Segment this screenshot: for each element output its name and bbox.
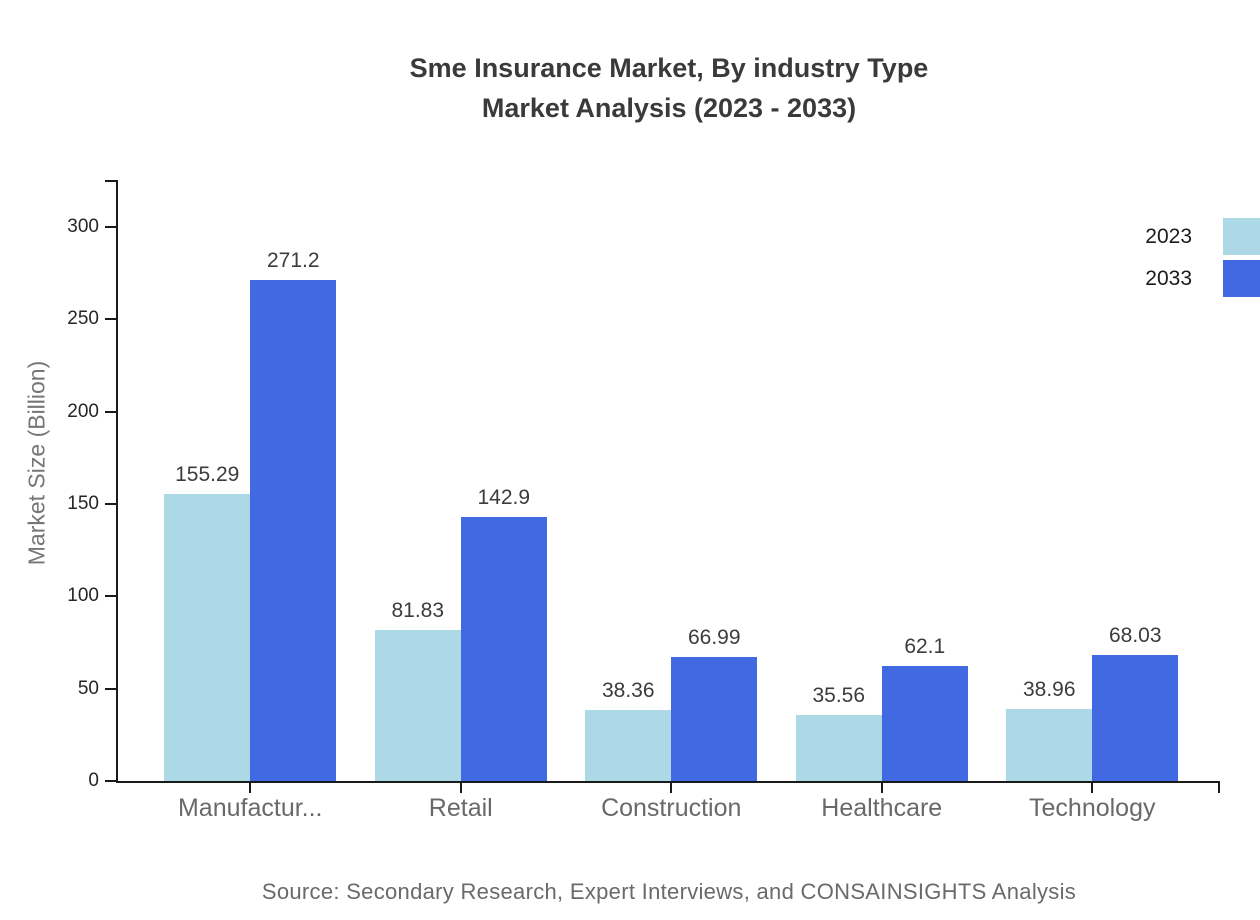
x-category-label: Technology	[1029, 794, 1156, 822]
bar-value-label: 38.96	[1022, 678, 1076, 702]
bar-value-label: 66.99	[687, 626, 741, 650]
source-attribution: Source: Secondary Research, Expert Inter…	[261, 879, 1077, 904]
bar-value-label: 142.9	[477, 486, 531, 510]
y-tick-label: 200	[67, 400, 99, 422]
bar-value-label: 155.29	[175, 463, 240, 487]
x-category-label: Retail	[428, 794, 493, 822]
legend-item-2023: 2023	[1145, 218, 1260, 255]
legend-label: 2033	[1145, 266, 1192, 290]
legend-item-2033: 2033	[1145, 260, 1260, 297]
legend-swatch	[1223, 260, 1260, 297]
bar-2023-healthcare	[795, 715, 882, 781]
y-tick-mark	[105, 503, 117, 505]
bar-value-label: 62.1	[904, 635, 946, 659]
bar-value-label: 68.03	[1108, 624, 1162, 648]
bar-2023-manufactur	[164, 494, 251, 781]
legend-label: 2023	[1145, 224, 1192, 248]
bar-2033-healthcare	[881, 666, 968, 781]
x-category-label: Manufactur...	[177, 794, 323, 822]
x-category-label: Healthcare	[821, 794, 943, 822]
y-tick-mark	[105, 687, 117, 690]
x-tick-mark	[249, 783, 252, 793]
legend: 2023 2033	[1145, 218, 1260, 302]
bar-value-label: 38.36	[601, 679, 655, 703]
y-axis-label: Market Size (Billion)	[23, 360, 50, 566]
bar-2023-technology	[1006, 709, 1093, 781]
y-tick-label: 150	[67, 493, 99, 514]
y-tick-mark	[105, 226, 117, 228]
y-tick-label: 0	[88, 770, 99, 791]
bar-2023-retail	[374, 629, 461, 781]
bar-value-label: 35.56	[812, 684, 866, 708]
x-tick-mark	[459, 783, 462, 793]
bar-2033-construction	[671, 657, 758, 781]
bar-value-label: 271.2	[266, 249, 320, 273]
x-tick-mark	[880, 783, 883, 793]
chart-title-line-1: Sme Insurance Market, By industry Type	[409, 53, 929, 83]
x-axis-line	[116, 781, 1220, 783]
legend-swatch	[1223, 218, 1260, 255]
y-axis-line	[116, 180, 118, 783]
y-tick-label: 100	[67, 585, 99, 607]
bar-2023-construction	[585, 710, 672, 781]
bar-2033-technology	[1092, 655, 1179, 781]
y-tick-label: 250	[67, 308, 99, 330]
y-tick-mark	[105, 595, 117, 598]
chart-title-line-2: Market Analysis (2023 - 2033)	[481, 93, 857, 123]
bar-2033-manufactur	[250, 280, 337, 781]
y-tick-label: 300	[67, 216, 99, 237]
y-axis-top-cap	[105, 180, 117, 182]
x-tick-mark	[670, 783, 673, 793]
y-tick-mark	[105, 318, 117, 321]
y-tick-mark	[105, 410, 117, 413]
x-category-label: Construction	[601, 794, 742, 822]
x-tick-mark	[1091, 783, 1094, 793]
chart-title: Sme Insurance Market, By industry Type M…	[78, 48, 1260, 128]
bar-value-label: 81.83	[391, 598, 445, 622]
x-axis-end-cap	[1218, 783, 1220, 793]
bar-2033-retail	[460, 517, 547, 781]
y-tick-mark	[105, 780, 117, 782]
y-tick-label: 50	[77, 677, 99, 699]
